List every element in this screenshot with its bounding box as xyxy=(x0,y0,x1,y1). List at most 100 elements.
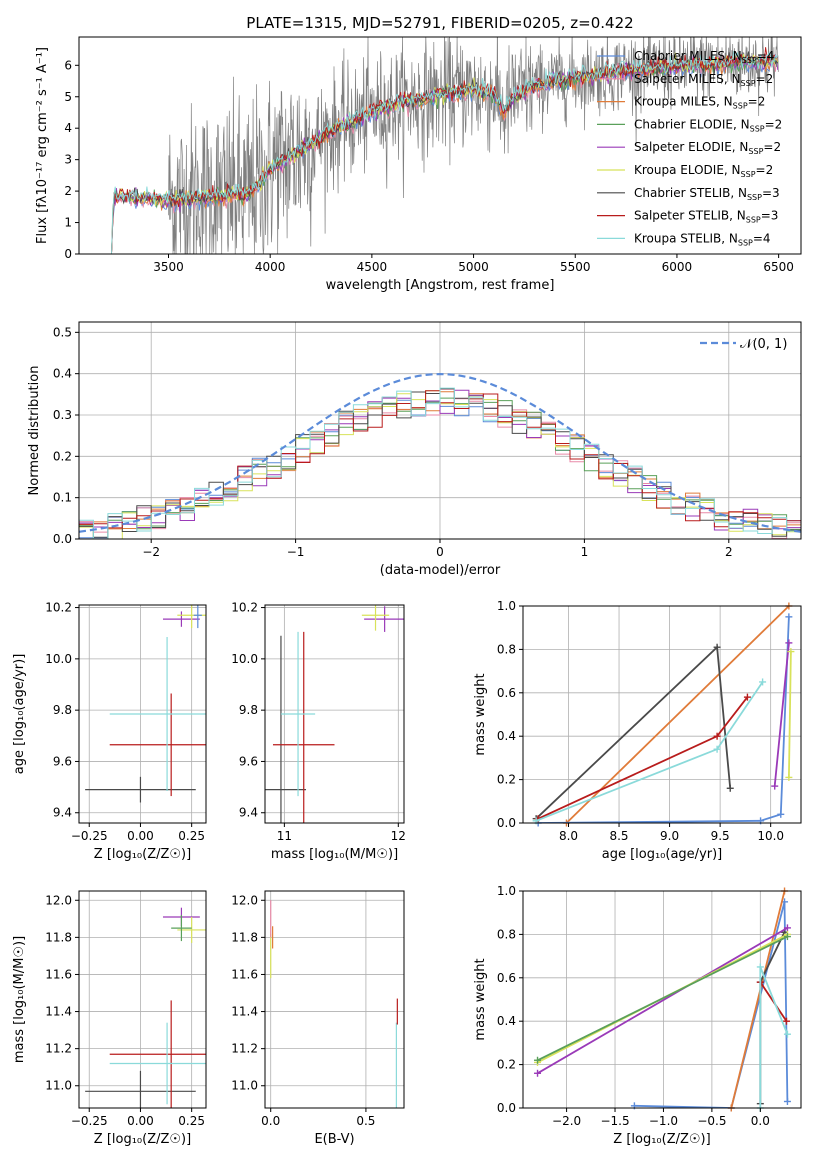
y-tick-label: 0.3 xyxy=(53,408,72,422)
model-spectrum xyxy=(111,47,779,254)
y-axis-label: mass weight xyxy=(473,673,488,755)
y-tick-label: 4 xyxy=(64,121,72,135)
y-tick-label: 11.6 xyxy=(231,967,258,981)
x-tick-label: 1 xyxy=(581,545,589,559)
y-tick-label: 0.2 xyxy=(53,449,72,463)
axes-frame xyxy=(78,890,207,1109)
axes-frame xyxy=(264,890,405,1109)
legend-nssp: =4 xyxy=(753,231,771,245)
weight-line xyxy=(535,645,732,820)
y-tick-label: 5 xyxy=(64,90,72,104)
y-tick-label: 0.2 xyxy=(497,1058,516,1072)
x-tick-label: 9.0 xyxy=(660,829,679,843)
y-tick-label: 12.0 xyxy=(231,893,258,907)
x-tick-label: 5500 xyxy=(560,260,591,274)
y-tick-label: 0.4 xyxy=(497,1014,516,1028)
weight-line xyxy=(730,891,786,1108)
axes-frame xyxy=(522,605,802,824)
weight-line xyxy=(538,616,790,823)
y-tick-label: 9.6 xyxy=(239,754,258,768)
legend-sub: SSP xyxy=(733,102,748,111)
x-tick-label: 2 xyxy=(725,545,733,559)
x-tick-label: −1.5 xyxy=(600,1114,629,1128)
x-tick-label: 4000 xyxy=(255,260,286,274)
x-tick-label: 0.00 xyxy=(127,829,154,843)
x-tick-label: 0.5 xyxy=(356,1114,375,1128)
y-tick-label: 11.0 xyxy=(231,1079,258,1093)
y-axis-label: Flux [fλ10⁻¹⁷ erg cm⁻² s⁻¹ A⁻¹] xyxy=(35,47,50,244)
legend-label: Kroupa MILES, NSSP=2 xyxy=(634,95,765,111)
y-tick-label: 0.4 xyxy=(497,729,516,743)
y-tick-label: 0.1 xyxy=(53,491,72,505)
legend-label: Salpeter MILES, NSSP=2 xyxy=(634,72,773,88)
y-tick-label: 0.6 xyxy=(497,971,516,985)
weight-line xyxy=(537,696,749,820)
y-tick-label: 0.0 xyxy=(497,1101,516,1115)
legend-sub: SSP xyxy=(747,193,762,202)
legend-nssp: =3 xyxy=(761,209,779,223)
y-axis-label: age [log₁₀(age/yr)] xyxy=(12,654,27,775)
weight-line xyxy=(788,651,792,778)
legend-label: Kroupa STELIB, NSSP=4 xyxy=(634,231,771,247)
legend-nssp: =2 xyxy=(756,72,774,86)
x-tick-label: 0 xyxy=(436,545,444,559)
model-spectrum xyxy=(111,50,779,254)
weights_vs_age-panel: 8.0 8.5 9.0 9.5 10.0 0.0 0.2 0.4 0.6 0.8 1.0 age [l… xyxy=(473,599,802,862)
figure-title: PLATE=1315, MJD=52791, FIBERID=0205, z=0… xyxy=(246,14,633,32)
legend-nssp: =2 xyxy=(765,117,783,131)
x-axis-label: age [log₁₀(age/yr)] xyxy=(602,847,723,862)
age_vs_Z-panel: −0.25 0.00 0.25 9.4 9.6 9.8 10.0 10.2 Z [log₁₀(Z… xyxy=(12,601,207,862)
y-tick-label: 11.8 xyxy=(231,930,258,944)
weight-line xyxy=(537,927,788,1075)
legend-sub: SSP xyxy=(750,124,765,133)
weight-line xyxy=(634,901,789,1108)
legend-sub: SSP xyxy=(741,79,756,88)
x-tick-label: 8.0 xyxy=(559,829,578,843)
y-tick-label: 10.2 xyxy=(45,601,72,615)
y-axis-label: mass [log₁₀(M/M☉)] xyxy=(12,936,27,1063)
y-tick-label: 10.2 xyxy=(231,601,258,615)
weight-line xyxy=(535,681,764,822)
x-axis-label: Z [log₁₀(Z/Z☉)] xyxy=(94,847,191,862)
residuals-panel: −2 −1 0 1 2 0.0 0.1 0.2 0.3 0.4 0.5 (data-model)/er… xyxy=(27,321,802,578)
y-tick-label: 0.2 xyxy=(497,773,516,787)
x-axis-label: mass [log₁₀(M/M☉)] xyxy=(271,847,398,862)
x-tick-label: 12 xyxy=(391,829,406,843)
x-axis-label: (data-model)/error xyxy=(380,563,501,578)
x-tick-label: 9.5 xyxy=(711,829,730,843)
y-tick-label: 0.4 xyxy=(53,367,72,381)
y-tick-label: 11.4 xyxy=(231,1005,258,1019)
x-tick-label: 0.25 xyxy=(178,829,205,843)
legend-nssp: =2 xyxy=(763,140,781,154)
legend-label: Chabrier ELODIE, NSSP=2 xyxy=(634,117,782,133)
x-tick-label: 0.0 xyxy=(751,1114,770,1128)
histogram-step xyxy=(79,387,801,539)
model-spectrum xyxy=(111,55,779,254)
y-tick-label: 9.8 xyxy=(239,703,258,717)
y-tick-label: 9.8 xyxy=(53,703,72,717)
y-axis-label: mass weight xyxy=(473,958,488,1040)
x-tick-label: 6000 xyxy=(662,260,693,274)
y-tick-label: 11.6 xyxy=(45,967,72,981)
y-tick-label: 10.0 xyxy=(231,652,258,666)
y-tick-label: 0.0 xyxy=(497,816,516,830)
normal-curve xyxy=(78,372,802,533)
y-tick-label: 0.8 xyxy=(497,927,516,941)
y-tick-label: 9.4 xyxy=(53,806,72,820)
legend-sub: SSP xyxy=(738,238,753,247)
legend-label: Salpeter ELODIE, NSSP=2 xyxy=(634,140,781,156)
x-tick-label: −1.0 xyxy=(649,1114,678,1128)
x-tick-label: −2.0 xyxy=(552,1114,581,1128)
y-tick-label: 0 xyxy=(64,247,72,261)
weights_vs_Z-panel: −2.0 −1.5 −1.0 −0.5 0.0 0.0 0.2 0.4 0.6 0.8 1.0 Z [… xyxy=(473,884,802,1147)
y-tick-label: 12.0 xyxy=(45,893,72,907)
y-tick-label: 11.8 xyxy=(45,930,72,944)
x-tick-label: 4500 xyxy=(357,260,388,274)
y-tick-label: 0.0 xyxy=(53,532,72,546)
weight-line xyxy=(537,935,788,1062)
x-tick-label: −1 xyxy=(287,545,305,559)
legend-label: Kroupa ELODIE, NSSP=2 xyxy=(634,163,773,179)
legend-nssp: =2 xyxy=(756,163,774,177)
y-tick-label: 1.0 xyxy=(497,884,516,898)
weight-line xyxy=(565,606,790,823)
